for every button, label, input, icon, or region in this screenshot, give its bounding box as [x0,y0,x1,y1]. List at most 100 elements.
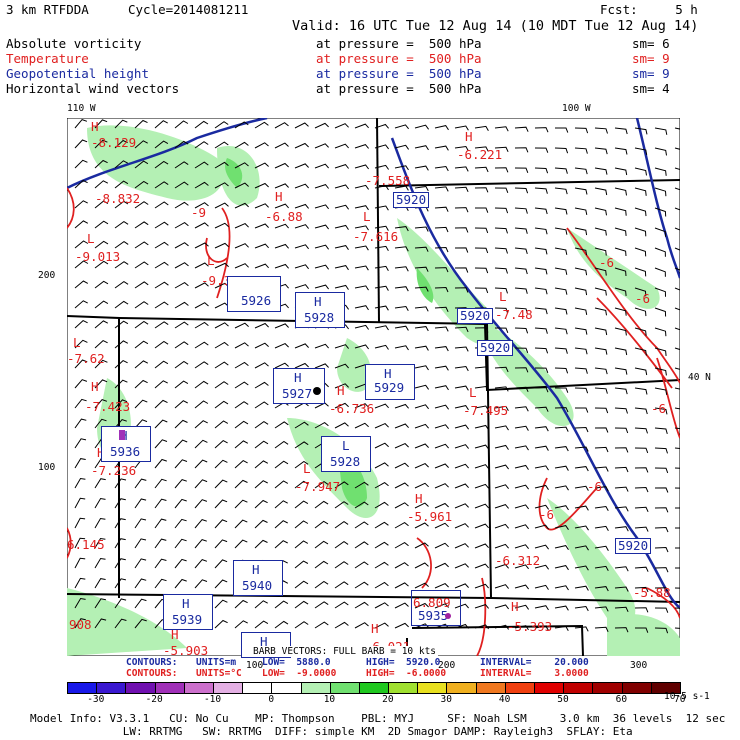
wind-barb [74,497,86,509]
colorbar-tick-label: 20 [382,694,394,705]
wind-barb [594,407,609,414]
wind-barb [94,418,107,429]
wind-barb [434,463,449,469]
wind-barb [514,445,529,451]
wind-barb [294,244,309,250]
field-level: at pressure = 500 hPa [316,51,482,66]
left-tick-200: 200 [38,270,56,281]
wind-barb [314,284,329,290]
colorbar-cell [125,682,156,694]
wind-barb [334,481,349,489]
height-value: 5935 [418,608,449,623]
wind-barb [174,459,188,469]
wind-barb [194,559,208,569]
wind-barb [434,522,449,529]
wind-barb [634,187,647,196]
wind-barb [654,607,669,613]
wind-barb [294,224,309,229]
wind-barb [474,523,489,529]
wind-barb [394,562,409,569]
wind-barb [114,399,128,409]
wind-barb [594,267,607,276]
wind-barb [414,542,429,549]
wind-barb [214,400,229,409]
wind-barb [274,460,289,469]
wind-barb [234,223,249,229]
wind-barb [414,345,429,351]
wind-barb [394,403,409,409]
wind-barb [214,121,229,129]
wind-barb [474,464,489,469]
temperature-value: -6 [587,479,603,494]
wind-barb [274,203,289,209]
wind-barb [414,246,429,252]
wind-barb [354,245,369,251]
wind-barb [274,122,289,129]
bottom-tick-300: 300 [630,660,648,671]
colorbar-tick-label: 30 [440,694,452,705]
wind-barb [634,287,647,297]
wind-barb [614,506,629,512]
wind-barb [654,567,669,573]
colorbar-cell [212,682,244,694]
wind-barb [234,162,249,169]
wind-barb [634,347,647,356]
wind-barb [194,519,207,529]
wind-barb [514,347,529,353]
wind-barb [534,625,549,631]
wind-barb [514,625,529,631]
temperature-extremum-kind: L [363,209,371,224]
state-line [378,179,681,187]
wind-barb [94,260,109,269]
wind-barb [654,407,668,415]
wind-barb [114,498,126,509]
wind-barb [254,223,269,229]
temperature-contour [656,357,681,439]
field-level: at pressure = 500 hPa [316,66,482,81]
wind-barb [354,403,369,409]
wind-barb [154,399,168,409]
temperature-extremum-kind: L [87,231,95,246]
colorbar-tick-label: -30 [87,694,105,705]
wind-barb [654,467,669,474]
wind-barb [234,202,249,209]
wind-barb [374,225,389,231]
wind-barb [254,362,269,369]
wind-barb [154,261,169,269]
wind-barb [334,204,350,210]
wind-barb [354,164,369,170]
wind-barb [614,407,628,414]
wind-barb [594,486,609,492]
wind-barb [314,601,329,609]
wind-barb [534,504,550,510]
wind-barb [334,344,349,349]
wind-barb [314,520,329,529]
temperature-extremum-kind: H [337,383,345,398]
wind-barb [374,442,389,449]
lon-label-110w: 110 W [67,103,96,114]
wind-barb [334,383,349,389]
wind-barb [574,327,588,335]
wind-barb [594,187,608,196]
wind-barb [474,503,489,509]
wind-barb [114,538,126,549]
wind-barb [574,127,589,134]
contour-units: UNITS=m [196,657,237,668]
height-box-frame: H 5940 [233,560,283,596]
wind-barb [154,538,167,549]
wind-barb [354,123,369,129]
colorbar-cell [650,682,681,694]
wind-barb [574,167,588,175]
height-box-frame: H 5929 [365,364,415,400]
wind-barb [74,260,89,269]
colorbar-cell [271,682,302,694]
wind-barb [474,624,489,630]
wind-barb [154,380,168,389]
wind-barb [414,463,429,469]
valid-time: Valid: 16 UTC Tue 12 Aug 14 (10 MDT Tue … [292,18,699,34]
wind-barb [574,446,589,452]
wind-barb [534,267,548,275]
wind-barb [294,560,309,569]
wind-barb [654,267,666,277]
wind-barb [154,221,169,229]
